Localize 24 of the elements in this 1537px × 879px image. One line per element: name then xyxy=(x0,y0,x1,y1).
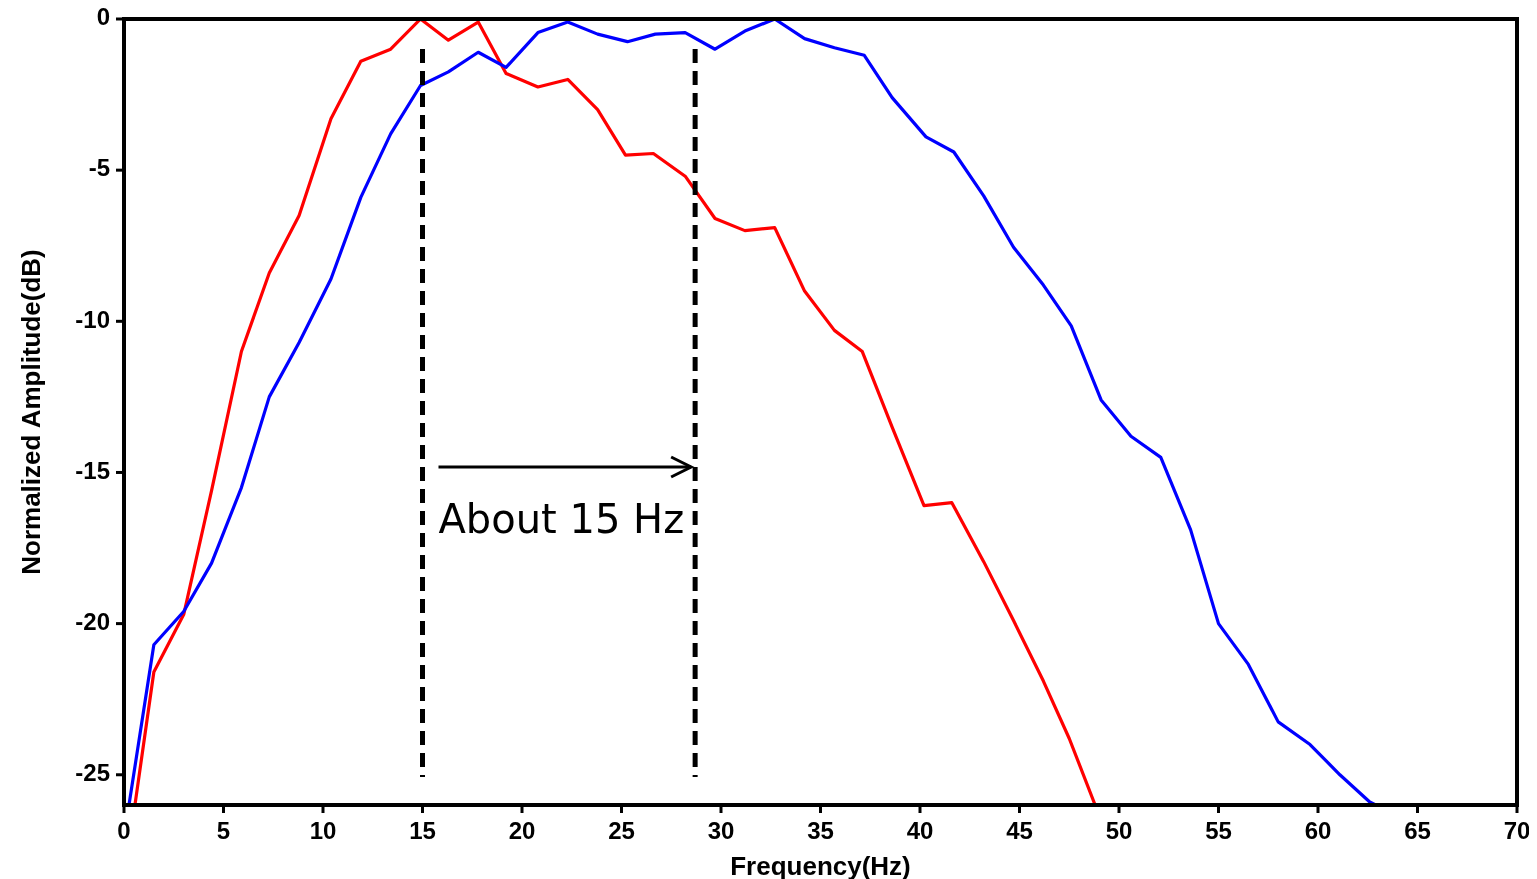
x-tick-label: 45 xyxy=(1006,817,1033,844)
x-tick-label: 20 xyxy=(508,817,536,844)
y-tick-label: -25 xyxy=(75,759,110,787)
y-tick-label: -5 xyxy=(88,154,110,182)
y-tick-label: -15 xyxy=(75,456,110,484)
x-tick-label: 70 xyxy=(1503,817,1531,844)
x-tick-label: 65 xyxy=(1404,817,1431,844)
y-tick-label: -20 xyxy=(75,607,110,635)
line-series xyxy=(133,19,1097,805)
x-tick-label: 30 xyxy=(707,817,735,844)
x-tick-label: 50 xyxy=(1105,817,1133,844)
y-tick-label: 0 xyxy=(96,3,110,31)
y-axis-title: Normalized Amplitude(dB) xyxy=(16,249,46,575)
x-tick-label: 55 xyxy=(1205,817,1232,844)
x-tick-label: 0 xyxy=(117,817,131,844)
x-tick-label: 60 xyxy=(1304,817,1332,844)
x-tick-label: 5 xyxy=(216,817,231,844)
x-tick-label: 35 xyxy=(807,817,834,844)
x-tick-label: 15 xyxy=(409,817,436,844)
x-tick-label: 40 xyxy=(906,817,934,844)
x-tick-label: 25 xyxy=(608,817,635,844)
annotation: About 15 Hz xyxy=(438,496,685,543)
y-tick-label: -10 xyxy=(75,305,110,333)
x-tick-label: 10 xyxy=(309,817,337,844)
